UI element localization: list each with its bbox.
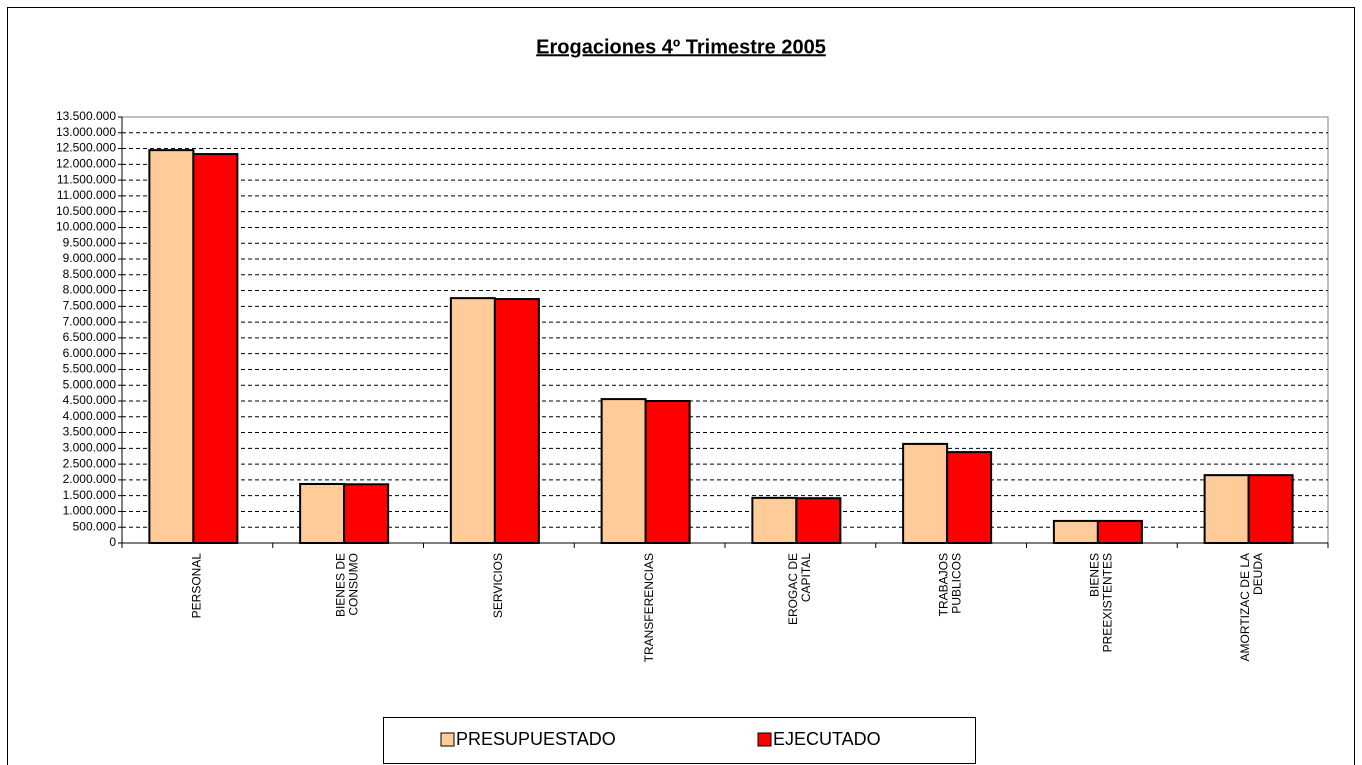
y-tick-label: 12.500.000 bbox=[56, 141, 116, 155]
y-tick-label: 13.500.000 bbox=[56, 109, 116, 123]
y-tick-label: 4.500.000 bbox=[63, 393, 117, 407]
bar bbox=[1247, 474, 1294, 544]
y-tick-label: 5.000.000 bbox=[63, 377, 117, 391]
y-tick-label: 1.000.000 bbox=[63, 504, 117, 518]
y-tick-label: 500.000 bbox=[73, 519, 117, 533]
x-tick-label: PERSONAL bbox=[190, 553, 204, 619]
y-tick-label: 11.500.000 bbox=[57, 172, 116, 186]
y-tick-label: 2.000.000 bbox=[63, 472, 117, 486]
y-tick-label: 7.000.000 bbox=[63, 314, 117, 328]
bar bbox=[751, 496, 798, 544]
bar bbox=[946, 451, 993, 544]
chart-title: Erogaciones 4º Trimestre 2005 bbox=[536, 36, 826, 58]
bar bbox=[1096, 519, 1143, 545]
y-tick-label: 6.500.000 bbox=[63, 330, 117, 344]
x-tick-label: BIENES DECONSUMO bbox=[334, 553, 361, 617]
y-tick-label: 7.500.000 bbox=[63, 299, 117, 313]
x-tick-label: TRANSFERENCIAS bbox=[642, 553, 656, 662]
y-tick-label: 10.500.000 bbox=[56, 204, 116, 218]
y-tick-label: 13.000.000 bbox=[56, 125, 116, 139]
bar bbox=[795, 497, 842, 544]
y-tick-label: 8.000.000 bbox=[63, 283, 117, 297]
y-tick-label: 4.000.000 bbox=[63, 409, 117, 423]
bar bbox=[902, 442, 949, 544]
bar bbox=[148, 149, 195, 544]
y-tick-label: 9.000.000 bbox=[63, 251, 117, 265]
y-tick-label: 3.500.000 bbox=[63, 425, 117, 439]
bar bbox=[449, 297, 496, 544]
x-tick-label: AMORTIZAC DE LADEUDA bbox=[1238, 553, 1265, 661]
bar bbox=[192, 153, 239, 544]
bar bbox=[299, 482, 346, 545]
bar bbox=[1203, 474, 1250, 544]
bar bbox=[1052, 519, 1099, 545]
y-tick-label: 11.000.000 bbox=[57, 188, 116, 202]
y-tick-label: 5.500.000 bbox=[63, 362, 117, 376]
y-tick-label: 10.000.000 bbox=[56, 220, 116, 234]
bar bbox=[600, 398, 647, 544]
bar bbox=[493, 298, 540, 544]
y-tick-label: 9.500.000 bbox=[63, 235, 117, 249]
y-tick-label: 12.000.000 bbox=[56, 157, 116, 171]
y-tick-label: 6.000.000 bbox=[63, 346, 117, 360]
y-tick-label: 0 bbox=[109, 535, 116, 549]
x-tick-label: BIENESPREEXISTENTES bbox=[1087, 553, 1114, 652]
legend-label: EJECUTADO bbox=[773, 729, 881, 749]
legend-swatch bbox=[757, 732, 772, 747]
y-tick-label: 3.000.000 bbox=[63, 441, 117, 455]
legend-box bbox=[383, 717, 976, 764]
y-tick-label: 1.500.000 bbox=[63, 488, 117, 502]
y-tick-label: 8.500.000 bbox=[63, 267, 117, 281]
y-tick-label: 2.500.000 bbox=[63, 456, 117, 470]
legend-swatch bbox=[440, 732, 455, 747]
plot-area bbox=[121, 116, 1329, 544]
bar bbox=[644, 400, 691, 544]
x-tick-label: SERVICIOS bbox=[491, 553, 505, 618]
x-tick-label: TRABAJOSPUBLICOS bbox=[937, 553, 964, 616]
bar bbox=[343, 483, 390, 545]
x-tick-label: EROGAC DECAPITAL bbox=[786, 553, 813, 625]
legend-label: PRESUPUESTADO bbox=[456, 729, 616, 749]
